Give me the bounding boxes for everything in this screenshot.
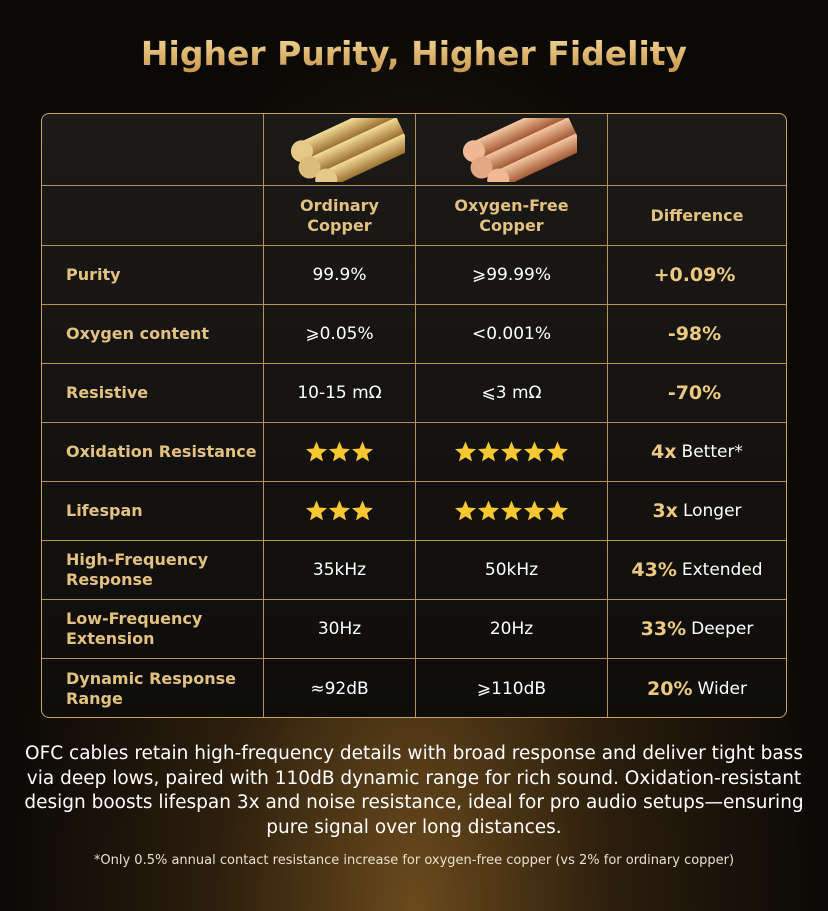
star bbox=[455, 500, 476, 521]
difference-emphasis: 3x bbox=[652, 500, 678, 522]
ofc-value: ⩾110dB bbox=[416, 659, 608, 717]
row-label: Oxidation Resistance bbox=[42, 423, 264, 482]
star bbox=[524, 441, 545, 462]
difference-emphasis: 33% bbox=[640, 618, 687, 640]
empty-cell bbox=[42, 186, 264, 246]
star bbox=[547, 441, 568, 462]
star-rating bbox=[306, 441, 373, 462]
difference-text: Deeper bbox=[691, 619, 754, 639]
difference-text: Longer bbox=[682, 501, 742, 521]
difference-emphasis: 43% bbox=[631, 559, 677, 581]
difference: 33% Deeper bbox=[608, 600, 786, 659]
ordinary-value: 99.9% bbox=[264, 246, 416, 305]
difference: -70% bbox=[608, 364, 786, 423]
star bbox=[329, 441, 350, 462]
ofc-value: 20Hz bbox=[416, 600, 608, 659]
column-header: Oxygen-Free Copper bbox=[416, 186, 608, 246]
difference-emphasis: +0.09% bbox=[653, 264, 736, 286]
difference: 43% Extended bbox=[608, 541, 786, 600]
difference: -98% bbox=[608, 305, 786, 364]
row-label: High-Frequency Response bbox=[42, 541, 264, 600]
star bbox=[478, 500, 499, 521]
row-label: Lifespan bbox=[42, 482, 264, 541]
difference-emphasis: -70% bbox=[667, 382, 722, 404]
ofc-value bbox=[416, 482, 608, 541]
difference-text: Wider bbox=[697, 678, 747, 699]
ordinary-copper-image bbox=[264, 114, 416, 186]
ofc-value: <0.001% bbox=[416, 305, 608, 364]
star bbox=[455, 441, 476, 462]
star-rating bbox=[455, 500, 568, 521]
column-header: Difference bbox=[608, 186, 786, 246]
ordinary-value bbox=[264, 482, 416, 541]
difference: 3x Longer bbox=[608, 482, 786, 541]
ordinary-value: 10-15 mΩ bbox=[264, 364, 416, 423]
row-label: Oxygen content bbox=[42, 305, 264, 364]
oxygen-free-copper-image bbox=[416, 114, 608, 186]
ordinary-value bbox=[264, 423, 416, 482]
star bbox=[352, 500, 373, 521]
row-label: Resistive bbox=[42, 364, 264, 423]
copper-rods bbox=[462, 117, 577, 182]
title: Higher Purity, Higher Fidelity bbox=[0, 34, 828, 73]
ordinary-value: 35kHz bbox=[264, 541, 416, 600]
star bbox=[478, 441, 499, 462]
ofc-value: 50kHz bbox=[416, 541, 608, 600]
star-rating bbox=[455, 441, 568, 462]
star bbox=[501, 441, 522, 462]
difference-text: Better* bbox=[681, 442, 743, 462]
star bbox=[501, 500, 522, 521]
difference-emphasis: 20% bbox=[647, 677, 693, 700]
difference: +0.09% bbox=[608, 246, 786, 305]
difference: 4x Better* bbox=[608, 423, 786, 482]
footnote: *Only 0.5% annual contact resistance inc… bbox=[93, 853, 735, 868]
star bbox=[306, 500, 327, 521]
ofc-value: ⩽3 mΩ bbox=[416, 364, 608, 423]
difference-emphasis: -98% bbox=[667, 323, 722, 345]
star bbox=[329, 500, 350, 521]
star bbox=[306, 441, 327, 462]
empty-cell bbox=[42, 114, 264, 186]
copper-rods bbox=[290, 117, 405, 182]
ordinary-value: 30Hz bbox=[264, 600, 416, 659]
ofc-value bbox=[416, 423, 608, 482]
difference: 20% Wider bbox=[608, 659, 786, 717]
star bbox=[352, 441, 373, 462]
description: OFC cables retain high-frequency details… bbox=[24, 743, 804, 838]
difference-emphasis: 4x bbox=[651, 441, 677, 463]
row-label: Low-Frequency Extension bbox=[42, 600, 264, 659]
ordinary-value: ≈92dB bbox=[264, 659, 416, 717]
row-label: Purity bbox=[42, 246, 264, 305]
star-rating bbox=[306, 500, 373, 521]
star bbox=[547, 500, 568, 521]
star bbox=[524, 500, 545, 521]
comparison-table: Ordinary Copper Oxygen-Free Copper Differe… bbox=[41, 113, 787, 718]
column-header: Ordinary Copper bbox=[264, 186, 416, 246]
ofc-value: ⩾99.99% bbox=[416, 246, 608, 305]
empty-cell bbox=[608, 114, 786, 186]
ordinary-value: ⩾0.05% bbox=[264, 305, 416, 364]
row-label: Dynamic Response Range bbox=[42, 659, 264, 717]
difference-text: Extended bbox=[681, 560, 763, 580]
